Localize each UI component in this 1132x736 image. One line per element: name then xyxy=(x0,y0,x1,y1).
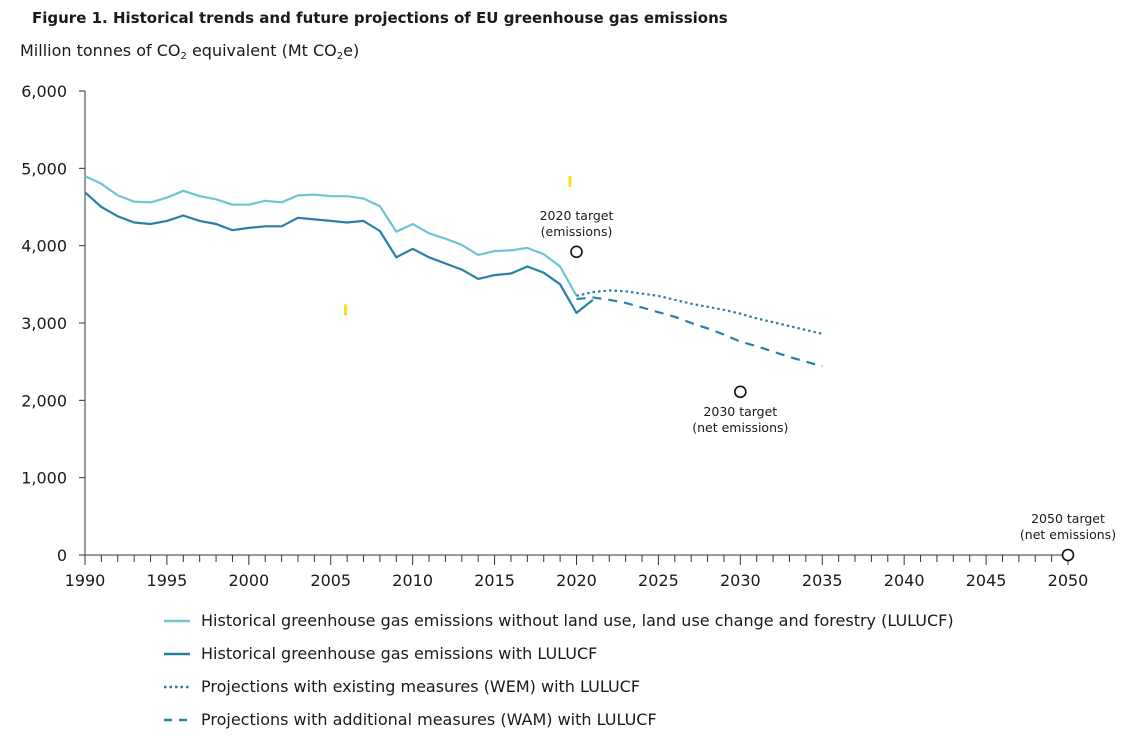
x-tick-label: 2010 xyxy=(392,571,433,590)
target-2020-sublabel: (emissions) xyxy=(541,224,613,239)
series-line-wem xyxy=(576,289,823,335)
figure-number: Figure 1. xyxy=(32,9,108,27)
legend-label-wam: Projections with additional measures (WA… xyxy=(201,710,657,729)
legend-label-no-lulucf: Historical greenhouse gas emissions with… xyxy=(201,611,954,630)
legend-item-no-lulucf: Historical greenhouse gas emissions with… xyxy=(164,604,954,637)
y-tick-label: 0 xyxy=(57,546,67,565)
legend-label-wem: Projections with existing measures (WEM)… xyxy=(201,677,641,696)
y-tick-label: 4,000 xyxy=(21,237,67,256)
target-2030-marker xyxy=(734,385,747,399)
y-unit-text-1: Million tonnes of CO xyxy=(20,41,181,60)
x-tick-label: 2000 xyxy=(228,571,269,590)
y-tick-label: 3,000 xyxy=(21,314,67,333)
legend-swatch-with-lulucf xyxy=(164,652,190,655)
y-unit-text-3: e) xyxy=(343,41,360,60)
x-tick-label: 2035 xyxy=(802,571,843,590)
x-tick-label: 2015 xyxy=(474,571,515,590)
y-tick-label: 2,000 xyxy=(21,391,67,410)
y-unit-sub-1: 2 xyxy=(180,51,187,62)
target-2050-label: 2050 target xyxy=(1031,511,1105,526)
y-axis-unit-label: Million tonnes of CO2 equivalent (Mt CO2… xyxy=(20,41,359,62)
y-tick-label: 6,000 xyxy=(21,82,67,101)
x-tick-label: 2020 xyxy=(556,571,597,590)
y-unit-text-2: equivalent (Mt CO xyxy=(186,41,337,60)
x-tick-label: 2040 xyxy=(884,571,925,590)
y-unit-sub-2: 2 xyxy=(336,51,344,62)
x-tick-label: 1995 xyxy=(147,571,188,590)
target-2020-marker xyxy=(570,245,583,259)
x-tick-label: 2050 xyxy=(1048,571,1089,590)
emissions-line-chart: 0 1,000 2,000 3,000 4,000 5,000 6,000 1990 1995 2… xyxy=(21,82,1116,590)
y-tick-label: 5,000 xyxy=(21,159,67,178)
figure-title-text: Historical trends and future projections… xyxy=(112,9,728,27)
figure-title: Figure 1. Historical trends and future p… xyxy=(32,9,728,27)
legend-swatch-wam xyxy=(164,718,190,721)
x-tick-label: 1990 xyxy=(65,571,106,590)
target-2050-sublabel: (net emissions) xyxy=(1020,527,1116,542)
x-tick-label: 2045 xyxy=(966,571,1007,590)
y-tick-label: 1,000 xyxy=(21,469,67,488)
yellow-marker xyxy=(343,304,347,316)
legend-item-with-lulucf: Historical greenhouse gas emissions with… xyxy=(164,637,954,670)
yellow-marker xyxy=(568,175,572,187)
legend-item-wam: Projections with additional measures (WA… xyxy=(164,703,954,736)
legend-item-wem: Projections with existing measures (WEM)… xyxy=(164,670,954,703)
target-2020-label: 2020 target xyxy=(540,208,614,223)
legend-swatch-no-lulucf xyxy=(164,619,190,622)
x-tick-label: 2025 xyxy=(638,571,679,590)
series-line-with-lulucf xyxy=(84,191,594,314)
target-2030-label: 2030 target xyxy=(703,404,777,419)
x-tick-label: 2030 xyxy=(720,571,761,590)
chart-legend: Historical greenhouse gas emissions with… xyxy=(164,604,954,736)
target-2050-marker xyxy=(1061,548,1075,562)
legend-label-with-lulucf: Historical greenhouse gas emissions with… xyxy=(201,644,598,663)
target-2030-sublabel: (net emissions) xyxy=(692,420,788,435)
x-tick-label: 2005 xyxy=(310,571,351,590)
legend-swatch-wem xyxy=(164,685,190,688)
series-line-no-lulucf xyxy=(84,175,578,297)
series-line-wam xyxy=(576,296,823,368)
